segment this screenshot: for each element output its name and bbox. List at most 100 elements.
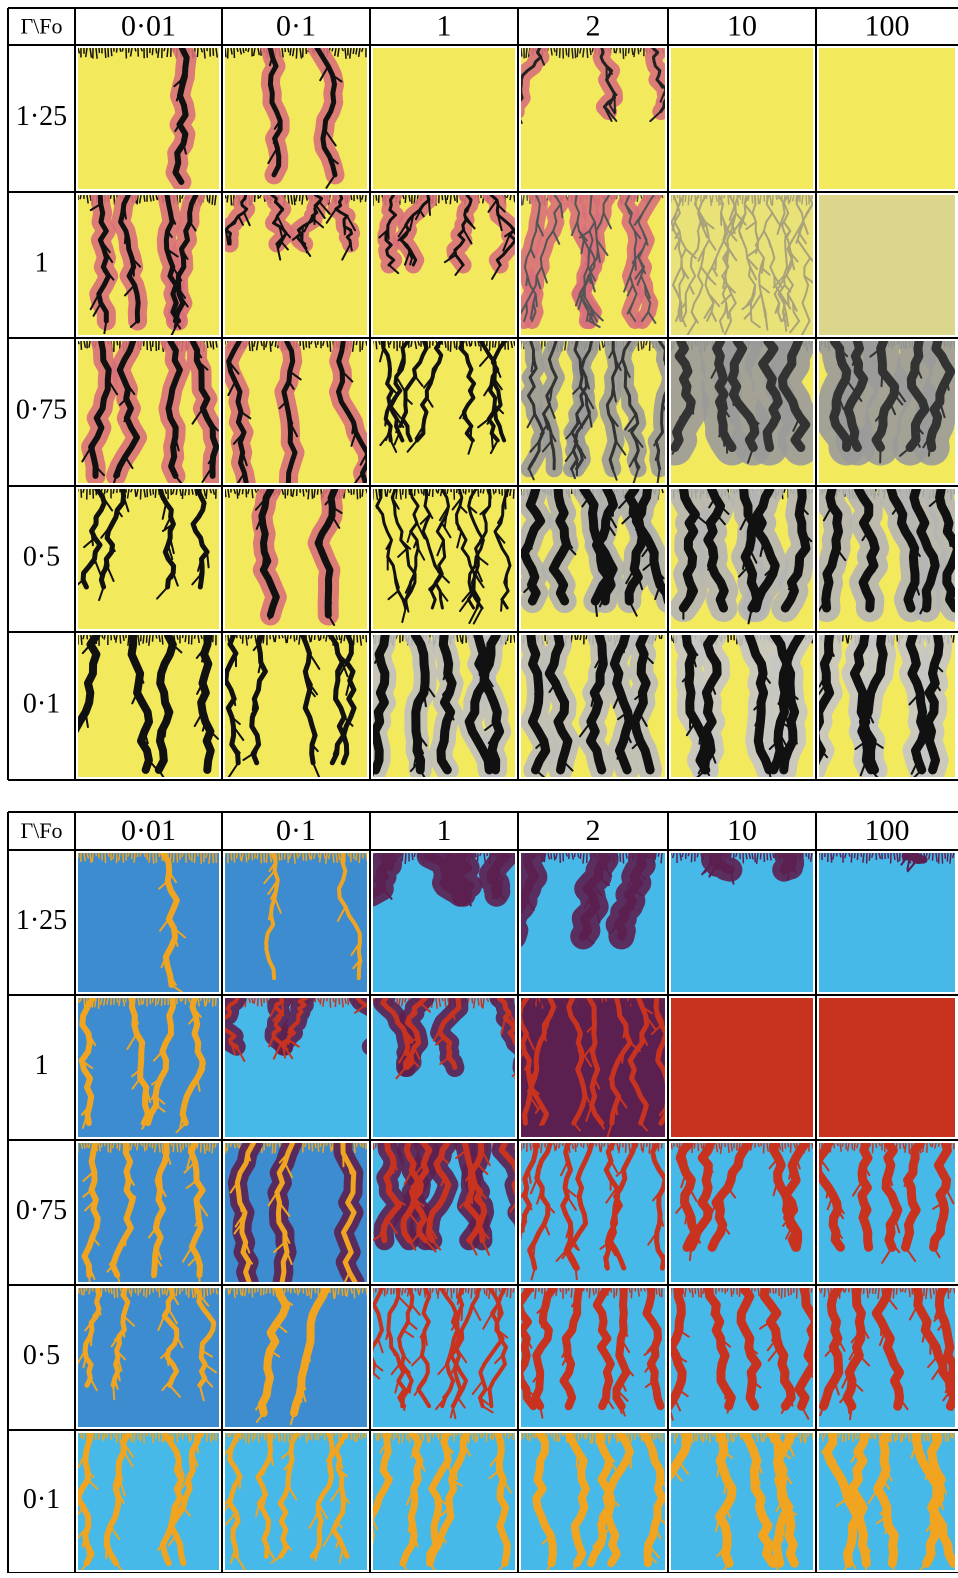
header-cell: 100 <box>865 9 910 42</box>
row-label: 0·75 <box>16 1195 67 1226</box>
halo <box>217 998 237 1047</box>
thumbnail-bg <box>819 998 955 1137</box>
row-label: 1·25 <box>16 905 67 936</box>
thumbnail <box>513 48 674 189</box>
thumbnail <box>506 853 665 992</box>
thumbnail-bg <box>671 998 813 1137</box>
thumbnail <box>78 341 219 490</box>
thumbnail-bg <box>225 489 367 629</box>
header-cell: Γ\Fo <box>20 818 62 843</box>
row-label: 0·1 <box>23 688 60 719</box>
thumbnail <box>78 48 219 189</box>
thumbnail <box>520 341 671 485</box>
thumbnail <box>510 1143 669 1282</box>
page: Γ\Fo 0·01 0·1 1 2 10 100 1·25 1 0·75 0·5 0·1 Γ\Fo 0·0… <box>0 0 958 1573</box>
header-cell: 10 <box>727 814 757 847</box>
header-cell: 0·01 <box>121 9 176 42</box>
figure: Γ\Fo 0·01 0·1 1 2 10 100 1·25 1 0·75 0·5 0·1 Γ\Fo 0·0… <box>0 0 958 1573</box>
header-cell: 10 <box>727 9 757 42</box>
header-cell: 2 <box>586 814 601 847</box>
thumbnail <box>521 1433 666 1573</box>
thumbnail <box>671 48 813 189</box>
header-cell: 0·1 <box>276 814 316 847</box>
thumbnail <box>817 489 958 629</box>
row-label: 1·25 <box>16 101 67 132</box>
thumbnail <box>640 1433 813 1573</box>
thumbnail <box>518 195 665 335</box>
thumbnail <box>819 998 955 1137</box>
thumbnail <box>670 853 813 992</box>
thumbnail <box>514 1288 665 1427</box>
thumbnail <box>363 1433 515 1573</box>
thumbnail <box>373 48 515 189</box>
thumbnail <box>74 489 219 629</box>
thumbnail <box>225 1143 367 1292</box>
header-cell: 100 <box>865 814 910 847</box>
thumbnail-bg <box>521 48 665 189</box>
thumbnail <box>512 998 669 1139</box>
thumbnail <box>78 998 219 1137</box>
header-cell: 2 <box>586 9 601 42</box>
thumbnail-bg <box>373 48 515 189</box>
thumbnail <box>213 998 385 1137</box>
thumbnail <box>225 489 367 629</box>
thumbnail <box>819 1288 958 1427</box>
thumbnail <box>365 1288 516 1427</box>
thumbnail <box>671 635 813 782</box>
thumbnail-bg <box>819 195 955 335</box>
thumbnail <box>225 48 367 189</box>
thumbnail <box>220 635 367 779</box>
thumbnail <box>818 853 955 992</box>
thumbnail <box>69 635 219 785</box>
thumbnail-bg <box>78 853 219 992</box>
header-cell: 1 <box>437 9 452 42</box>
row-label: 0·5 <box>23 1340 60 1371</box>
thumbnail <box>671 195 821 337</box>
row-label: 1 <box>35 1050 49 1081</box>
thumbnail <box>78 1143 219 1290</box>
thumbnail <box>78 853 219 992</box>
thumbnail <box>225 341 371 487</box>
thumbnail <box>78 195 219 336</box>
thumbnail <box>220 1433 367 1571</box>
thumbnail <box>521 635 665 778</box>
thumbnail-bg <box>78 1433 219 1570</box>
thumbnail <box>224 853 368 992</box>
thumbnail <box>224 1288 368 1427</box>
thumbnail <box>813 635 955 780</box>
thumbnail <box>74 1433 220 1573</box>
thumbnail <box>373 998 527 1137</box>
thumbnail-bg <box>78 48 219 189</box>
thumbnail-bg <box>819 48 955 189</box>
thumbnail <box>373 1143 539 1282</box>
thumbnail-bg <box>819 853 955 992</box>
thumbnail <box>819 195 955 335</box>
header-cell: 1 <box>437 814 452 847</box>
thumbnail <box>819 341 955 483</box>
thumbnail <box>372 341 515 483</box>
thumbnail <box>373 489 515 629</box>
thumbnail <box>671 1143 813 1282</box>
thumbnail <box>373 195 518 335</box>
row-label: 0·5 <box>23 541 60 572</box>
header-cell: 0·1 <box>276 9 316 42</box>
header-cell: 0·01 <box>121 814 176 847</box>
thumbnail <box>817 1143 955 1282</box>
thumbnail <box>666 1288 820 1427</box>
header-cell: Γ\Fo <box>20 14 62 39</box>
thumbnail <box>818 1433 958 1573</box>
thumbnail <box>819 48 955 189</box>
row-label: 0·1 <box>23 1484 60 1515</box>
thumbnail <box>671 341 813 483</box>
row-label: 0·75 <box>16 394 67 425</box>
thumbnail <box>77 1288 219 1427</box>
thumbnail <box>370 635 515 781</box>
thumbnail-bg <box>225 48 367 189</box>
thumbnail <box>225 195 367 335</box>
thumbnail <box>521 489 669 629</box>
thumbnail <box>671 998 813 1137</box>
row-label: 1 <box>35 247 49 278</box>
thumbnail <box>365 853 515 992</box>
thumbnail <box>670 489 813 629</box>
thumbnail-bg <box>671 48 813 189</box>
